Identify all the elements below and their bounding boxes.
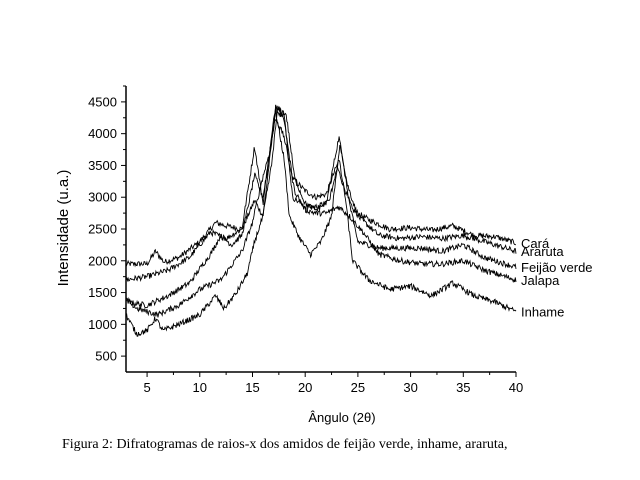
- x-axis-label: Ângulo (2θ): [308, 410, 375, 425]
- x-ticks: 5 10 15 20 25 30 35 40: [143, 372, 523, 395]
- figure-caption: Figura 2: Difratogramas de raios-x dos a…: [62, 437, 508, 452]
- y-tick-label: 500: [95, 349, 117, 364]
- y-tick-label: 1500: [88, 285, 117, 300]
- y-tick-label: 4000: [88, 126, 117, 141]
- series-line-1: [125, 104, 517, 283]
- x-tick-label: 20: [298, 380, 312, 395]
- y-tick-label: 2000: [88, 253, 117, 268]
- x-tick-label: 30: [403, 380, 417, 395]
- y-tick-label: 2500: [88, 222, 117, 237]
- y-tick-label: 1000: [88, 317, 117, 332]
- x-tick-label: 40: [509, 380, 523, 395]
- y-axis-label: Intensidade (u.a.): [55, 170, 72, 287]
- x-tick-label: 15: [245, 380, 259, 395]
- x-tick-label: 5: [143, 380, 150, 395]
- y-tick-label: 3500: [88, 158, 117, 173]
- x-tick-label: 35: [456, 380, 470, 395]
- series-label-4: Inhame: [521, 305, 564, 320]
- series-lines: [125, 104, 517, 337]
- series-label-3: Jalapa: [521, 273, 560, 288]
- series-line-4: [125, 105, 517, 337]
- series-label-0: Cará: [521, 236, 550, 251]
- series-label-1: Araruta: [521, 244, 564, 259]
- y-tick-label: 4500: [88, 94, 117, 109]
- series-line-3: [125, 117, 517, 318]
- series-line-0: [125, 104, 516, 268]
- series-label-2: Feijão verde: [521, 260, 593, 275]
- x-tick-label: 10: [193, 380, 207, 395]
- y-tick-label: 3000: [88, 190, 117, 205]
- x-tick-label: 25: [351, 380, 365, 395]
- series-line-2: [125, 109, 517, 309]
- y-ticks: 500 1000 1500 2000 2500 3000 3500 4000 4500: [88, 85, 126, 364]
